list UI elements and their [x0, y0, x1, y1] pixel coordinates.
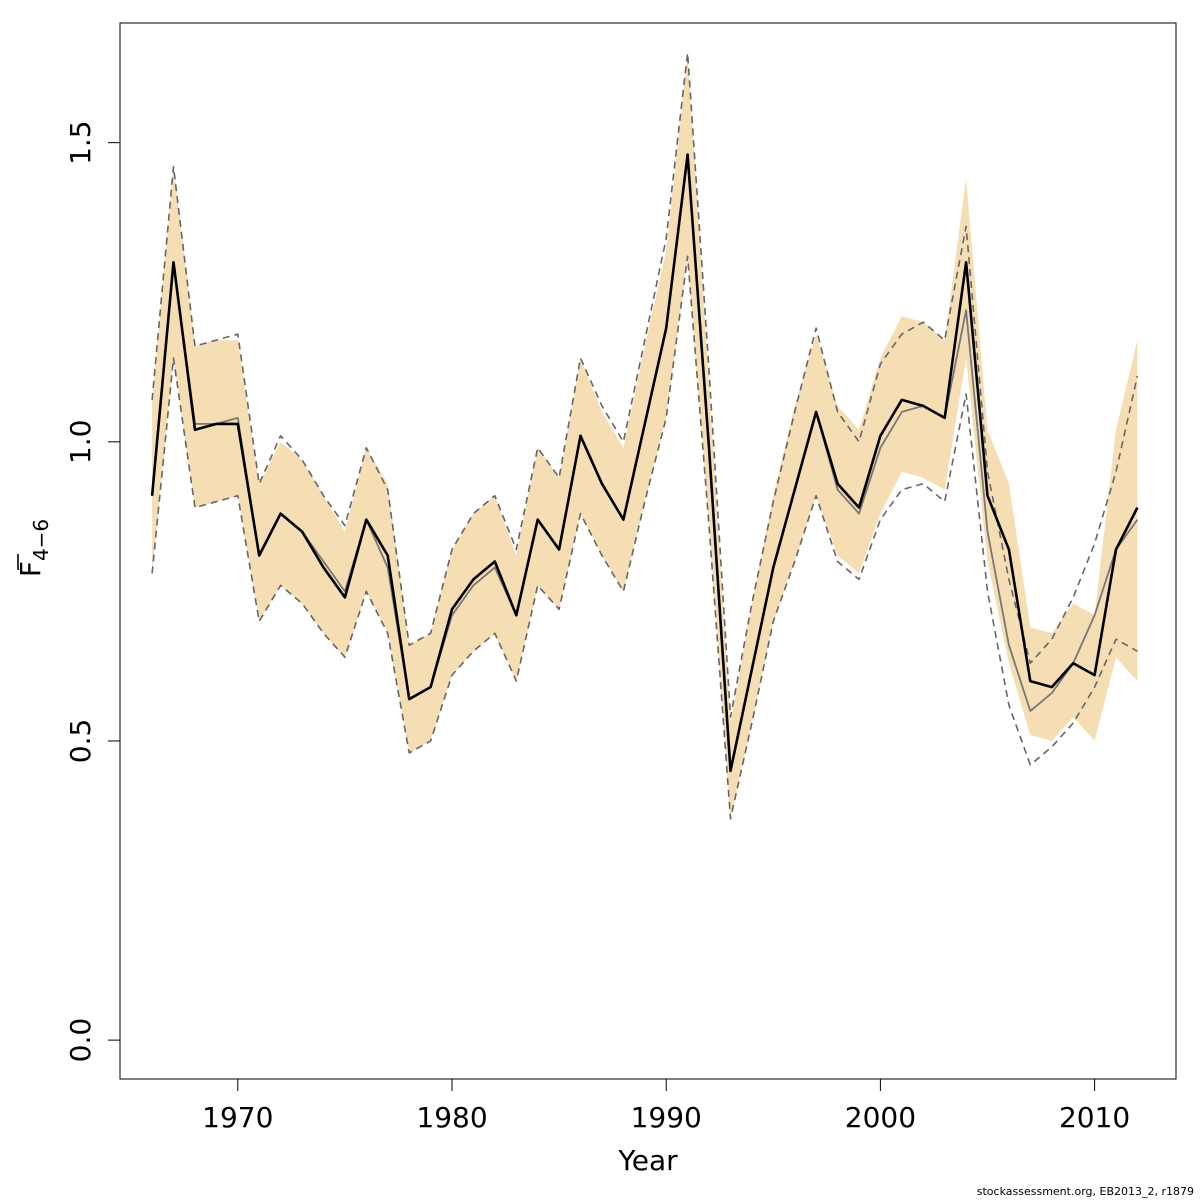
y-tick-label: 0.5 — [64, 719, 97, 764]
y-axis-label-main: F — [14, 561, 47, 577]
x-tick-label: 2000 — [845, 1101, 916, 1134]
x-tick-label: 1980 — [416, 1101, 487, 1134]
x-tick-label: 1990 — [631, 1101, 702, 1134]
series-layer — [150, 52, 1139, 820]
x-tick-label: 1970 — [202, 1101, 273, 1134]
x-tick-label: 2010 — [1059, 1101, 1130, 1134]
y-axis: 0.0 0.5 1.0 1.5 — [64, 120, 120, 1062]
x-axis: 1970 1980 1990 2000 2010 — [202, 1079, 1130, 1134]
series-line-0-solid-thick — [150, 153, 1139, 773]
series-line-3-dashed — [151, 52, 1139, 718]
footer-credit: stockassessment.org, EB2013_2, r1879 — [976, 1185, 1194, 1198]
y-tick-label: 1.5 — [64, 120, 97, 165]
y-axis-label-subscript: 4−6 — [29, 519, 53, 561]
y-tick-label: 0.0 — [64, 1018, 97, 1063]
x-axis-label: Year — [617, 1144, 678, 1177]
plot-frame — [119, 22, 1177, 1080]
y-tick-label: 1.0 — [64, 420, 97, 465]
svg-text:F4−6: F4−6 — [14, 519, 53, 577]
y-axis-label: F4−6 — [14, 519, 53, 577]
